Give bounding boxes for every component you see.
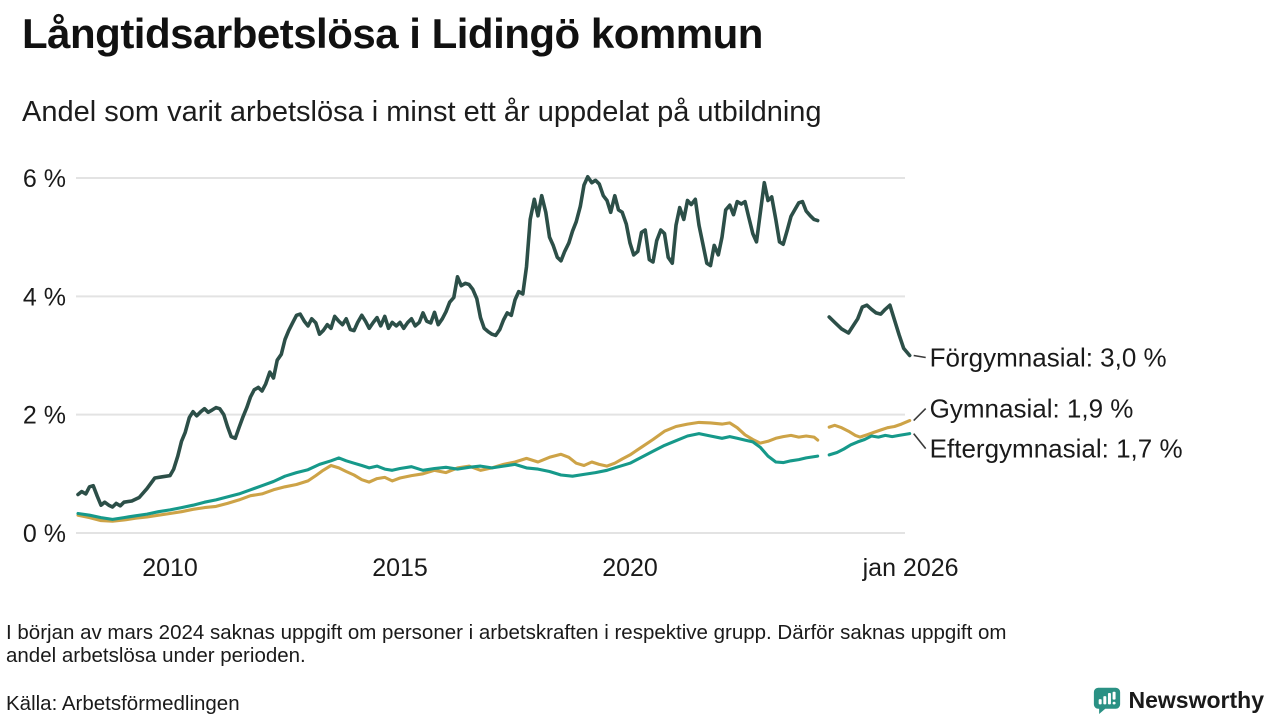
newsworthy-logo: Newsworthy — [1093, 685, 1264, 715]
series-end-label: Gymnasial: 1,9 % — [930, 394, 1134, 424]
label-connector — [913, 354, 926, 359]
x-axis-tick-label: 2020 — [602, 554, 658, 582]
series-line-gymnasial — [827, 419, 912, 439]
series-end-label: Förgymnasial: 3,0 % — [930, 342, 1167, 372]
label-connector — [913, 433, 927, 450]
series-line-förgymnasial — [827, 303, 912, 358]
chart-footnote: I början av mars 2024 saknas uppgift om … — [6, 621, 1256, 667]
newsworthy-logo-text: Newsworthy — [1128, 686, 1264, 713]
source-note: Källa: Arbetsförmedlingen — [6, 692, 240, 715]
footnote-line-1: I början av mars 2024 saknas uppgift om … — [6, 621, 1007, 644]
page-title: Långtidsarbetslösa i Lidingö kommun — [22, 10, 763, 57]
series-line-förgymnasial — [76, 175, 820, 509]
y-axis-tick-label: 0 % — [23, 520, 66, 548]
x-axis-tick-label: 2010 — [142, 554, 198, 582]
chart-subtitle: Andel som varit arbetslösa i minst ett å… — [22, 96, 822, 128]
footnote-line-2: andel arbetslösa under perioden. — [6, 644, 306, 667]
x-axis-tick-label: 2015 — [372, 554, 428, 582]
label-connector — [913, 408, 927, 422]
series-line-eftergymnasial — [827, 432, 912, 457]
series-line-eftergymnasial — [76, 432, 820, 521]
series-end-label: Eftergymnasial: 1,7 % — [930, 434, 1183, 464]
y-axis-tick-label: 2 % — [23, 402, 66, 430]
y-axis-tick-label: 6 % — [23, 165, 66, 193]
newsworthy-bubble-chart-icon — [1093, 687, 1120, 714]
x-axis-tick-label: jan 2026 — [862, 554, 959, 582]
y-axis-tick-label: 4 % — [23, 283, 66, 311]
